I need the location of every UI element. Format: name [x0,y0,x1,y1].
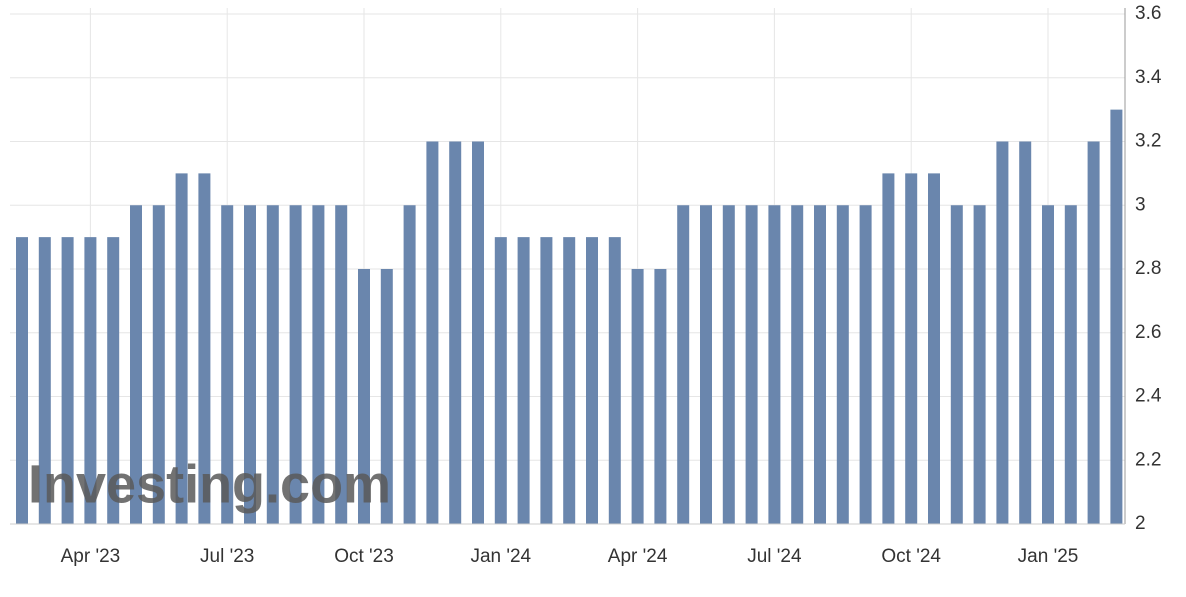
bar [700,205,712,524]
x-tick-label: Jul '23 [200,546,254,567]
bar [586,237,598,524]
bar [1019,141,1032,524]
bar [563,237,576,524]
bar [836,205,849,524]
bar [16,237,28,524]
bar [130,205,142,524]
bar [540,237,553,524]
bar [221,205,234,524]
bar [175,173,188,524]
y-tick-label: 3.2 [1135,131,1161,152]
bar [198,173,211,524]
bar [403,205,416,524]
x-tick-label: Apr '23 [61,546,121,567]
x-tick-label: Jan '24 [470,546,531,567]
bar [905,173,918,524]
x-tick-label: Apr '24 [608,546,668,567]
bar [38,237,51,524]
bar [426,141,439,524]
y-tick-label: 2 [1135,513,1146,534]
bar [449,141,462,524]
bar [472,141,484,524]
bar [84,237,97,524]
bar [1110,109,1123,524]
bar [289,205,302,524]
bar [152,205,165,524]
watermark: Investing.com [28,454,391,514]
bar [768,205,781,524]
y-tick-label: 2.2 [1135,449,1161,470]
y-tick-label: 2.4 [1135,386,1162,407]
bar [882,173,895,524]
y-tick-label: 3.4 [1135,67,1162,88]
x-tick-label: Jan '25 [1018,546,1079,567]
bar [517,237,530,524]
bar [814,205,826,524]
bar [61,237,74,524]
bar [996,141,1009,524]
bar [973,205,986,524]
bar [928,173,940,524]
bar [335,205,348,524]
bar [1087,141,1100,524]
bar [950,205,963,524]
bar [1064,205,1077,524]
bar [791,205,804,524]
x-tick-label: Oct '24 [881,546,941,567]
y-tick-label: 2.6 [1135,322,1161,343]
bar [722,205,735,524]
bar [107,237,120,524]
bar [312,205,325,524]
bar [380,269,393,524]
bar [745,205,758,524]
bar [859,205,872,524]
bar [494,237,507,524]
bar [631,269,644,524]
y-tick-label: 2.8 [1135,258,1161,279]
x-tick-label: Jul '24 [747,546,802,567]
y-tick-label: 3.6 [1135,3,1161,24]
bar [244,205,256,524]
bar [1042,205,1054,524]
bar [608,237,621,524]
bar [266,205,279,524]
y-tick-label: 3 [1135,194,1146,215]
x-tick-label: Oct '23 [334,546,394,567]
bar [677,205,690,524]
bar [654,269,667,524]
bar [358,269,370,524]
